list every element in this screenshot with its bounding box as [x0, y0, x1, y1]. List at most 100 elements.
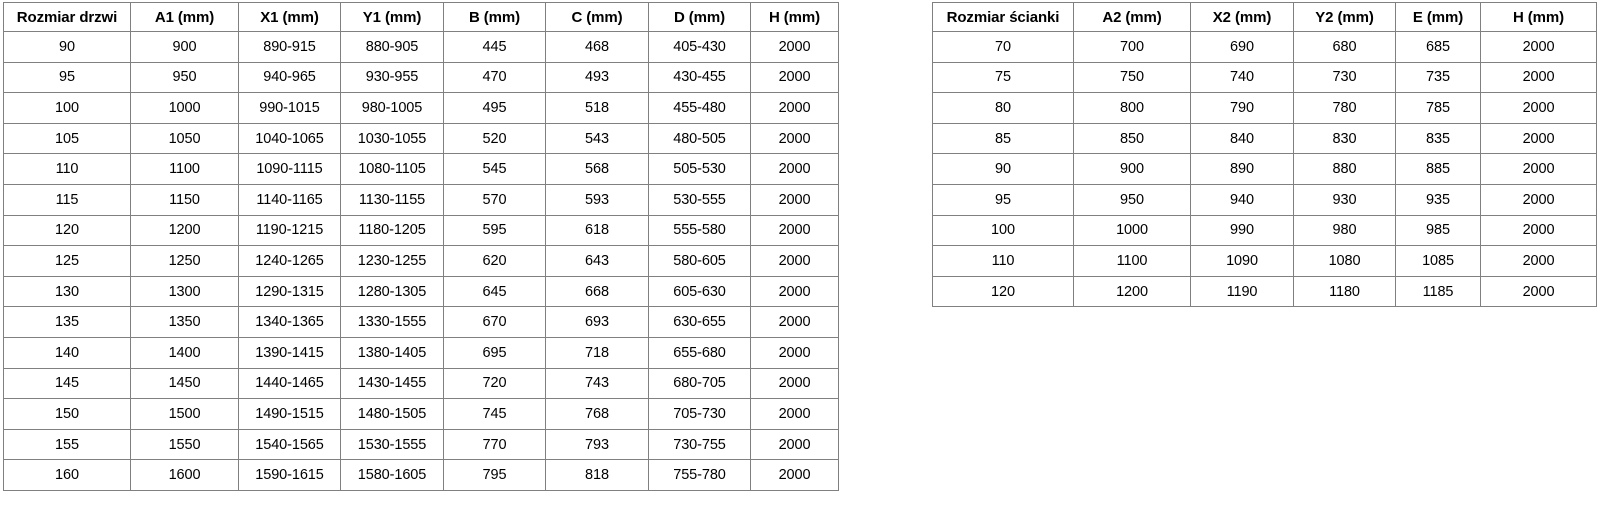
table-row: 95 950 940-965 930-955 470 493 430-455 2000: [3, 61, 839, 94]
table-cell: 1180: [1293, 275, 1396, 308]
table-cell: 1300: [130, 275, 239, 308]
table-cell: 2000: [750, 214, 839, 247]
table-cell: 2000: [750, 459, 839, 491]
table-row: 125 1250 1240-1265 1230-1255 620 643 580-605 20…: [3, 245, 839, 277]
table-cell: 2000: [1480, 275, 1597, 308]
table-cell: 800: [1073, 92, 1191, 124]
table-cell: 493: [545, 61, 649, 94]
table-cell: 1530-1555: [340, 428, 444, 461]
table-cell: 1540-1565: [238, 428, 341, 461]
table-cell: 2000: [1480, 122, 1597, 155]
table-cell: 2000: [750, 275, 839, 308]
table-cell: 1190: [1190, 275, 1294, 308]
table-cell: 580-605: [648, 245, 751, 277]
table-cell: 1090: [1190, 245, 1294, 277]
table-cell: 740: [1190, 61, 1294, 94]
table-cell: 2000: [750, 31, 839, 63]
table-cell: 750: [1073, 61, 1191, 94]
table-cell: 1200: [1073, 275, 1191, 308]
table-cell: 160: [3, 459, 131, 491]
table-cell: 940: [1190, 183, 1294, 216]
table-cell: 950: [1073, 183, 1191, 216]
table-cell: 70: [932, 31, 1074, 63]
table-cell: 643: [545, 245, 649, 277]
column-header-wall-2: X2 (mm): [1190, 2, 1294, 32]
table-cell: 830: [1293, 122, 1396, 155]
table-cell: 543: [545, 122, 649, 155]
door-size-table-container: Rozmiar drzwi A1 (mm) X1 (mm) Y1 (mm) B (mm)…: [3, 2, 839, 491]
table-cell: 835: [1395, 122, 1481, 155]
table-cell: 1185: [1395, 275, 1481, 308]
table-cell: 770: [443, 428, 546, 461]
door-size-table: Rozmiar drzwi A1 (mm) X1 (mm) Y1 (mm) B (mm)…: [3, 2, 839, 491]
table-cell: 95: [3, 61, 131, 94]
table-cell: 1330-1555: [340, 306, 444, 338]
table-row: 120 1200 1190-1215 1180-1205 595 618 555-580 20…: [3, 214, 839, 247]
table-cell: 780: [1293, 92, 1396, 124]
column-header-door-1: A1 (mm): [130, 2, 239, 32]
table-row: 110 1100 1090-1115 1080-1105 545 568 505-530 20…: [3, 153, 839, 185]
table-cell: 900: [130, 31, 239, 63]
table-cell: 480-505: [648, 122, 751, 155]
table-row: 140 1400 1390-1415 1380-1405 695 718 655-680 20…: [3, 336, 839, 369]
table-cell: 880-905: [340, 31, 444, 63]
table-cell: 445: [443, 31, 546, 63]
table-cell: 690: [1190, 31, 1294, 63]
table-cell: 685: [1395, 31, 1481, 63]
table-cell: 668: [545, 275, 649, 308]
table-row: 95 950 940 930 935 2000: [932, 183, 1597, 216]
table-cell: 75: [932, 61, 1074, 94]
table-cell: 405-430: [648, 31, 751, 63]
table-cell: 900: [1073, 153, 1191, 185]
table-cell: 518: [545, 92, 649, 124]
table-cell: 2000: [750, 92, 839, 124]
table-cell: 785: [1395, 92, 1481, 124]
table-cell: 1180-1205: [340, 214, 444, 247]
column-header-door-3: Y1 (mm): [340, 2, 444, 32]
table-cell: 980: [1293, 214, 1396, 247]
column-header-wall-0: Rozmiar ścianki: [932, 2, 1074, 32]
table-cell: 1030-1055: [340, 122, 444, 155]
table-cell: 930-955: [340, 61, 444, 94]
table-header-row: Rozmiar ścianki A2 (mm) X2 (mm) Y2 (mm) E (m…: [932, 2, 1597, 32]
column-header-wall-1: A2 (mm): [1073, 2, 1191, 32]
table-cell: 2000: [1480, 61, 1597, 94]
column-header-door-6: D (mm): [648, 2, 751, 32]
table-cell: 90: [3, 31, 131, 63]
table-cell: 935: [1395, 183, 1481, 216]
table-cell: 115: [3, 183, 131, 216]
table-cell: 1490-1515: [238, 398, 341, 430]
table-cell: 455-480: [648, 92, 751, 124]
table-cell: 680: [1293, 31, 1396, 63]
table-cell: 2000: [1480, 214, 1597, 247]
door-size-table-body: 90 900 890-915 880-905 445 468 405-430 2000 95 95…: [3, 31, 839, 491]
table-cell: 2000: [750, 183, 839, 216]
table-cell: 1590-1615: [238, 459, 341, 491]
table-cell: 1280-1305: [340, 275, 444, 308]
table-cell: 618: [545, 214, 649, 247]
table-cell: 1040-1065: [238, 122, 341, 155]
table-cell: 795: [443, 459, 546, 491]
table-cell: 1580-1605: [340, 459, 444, 491]
table-cell: 745: [443, 398, 546, 430]
table-cell: 145: [3, 367, 131, 400]
table-cell: 155: [3, 428, 131, 461]
table-cell: 720: [443, 367, 546, 400]
table-cell: 693: [545, 306, 649, 338]
table-cell: 2000: [750, 61, 839, 94]
table-cell: 430-455: [648, 61, 751, 94]
table-cell: 520: [443, 122, 546, 155]
table-cell: 120: [3, 214, 131, 247]
table-row: 75 750 740 730 735 2000: [932, 61, 1597, 94]
table-row: 155 1550 1540-1565 1530-1555 770 793 730-755 20…: [3, 428, 839, 461]
table-cell: 1190-1215: [238, 214, 341, 247]
table-cell: 150: [3, 398, 131, 430]
table-cell: 1390-1415: [238, 336, 341, 369]
table-cell: 793: [545, 428, 649, 461]
table-cell: 680-705: [648, 367, 751, 400]
table-cell: 2000: [750, 306, 839, 338]
table-cell: 1100: [130, 153, 239, 185]
table-cell: 1050: [130, 122, 239, 155]
table-row: 150 1500 1490-1515 1480-1505 745 768 705-730 20…: [3, 398, 839, 430]
table-cell: 1450: [130, 367, 239, 400]
